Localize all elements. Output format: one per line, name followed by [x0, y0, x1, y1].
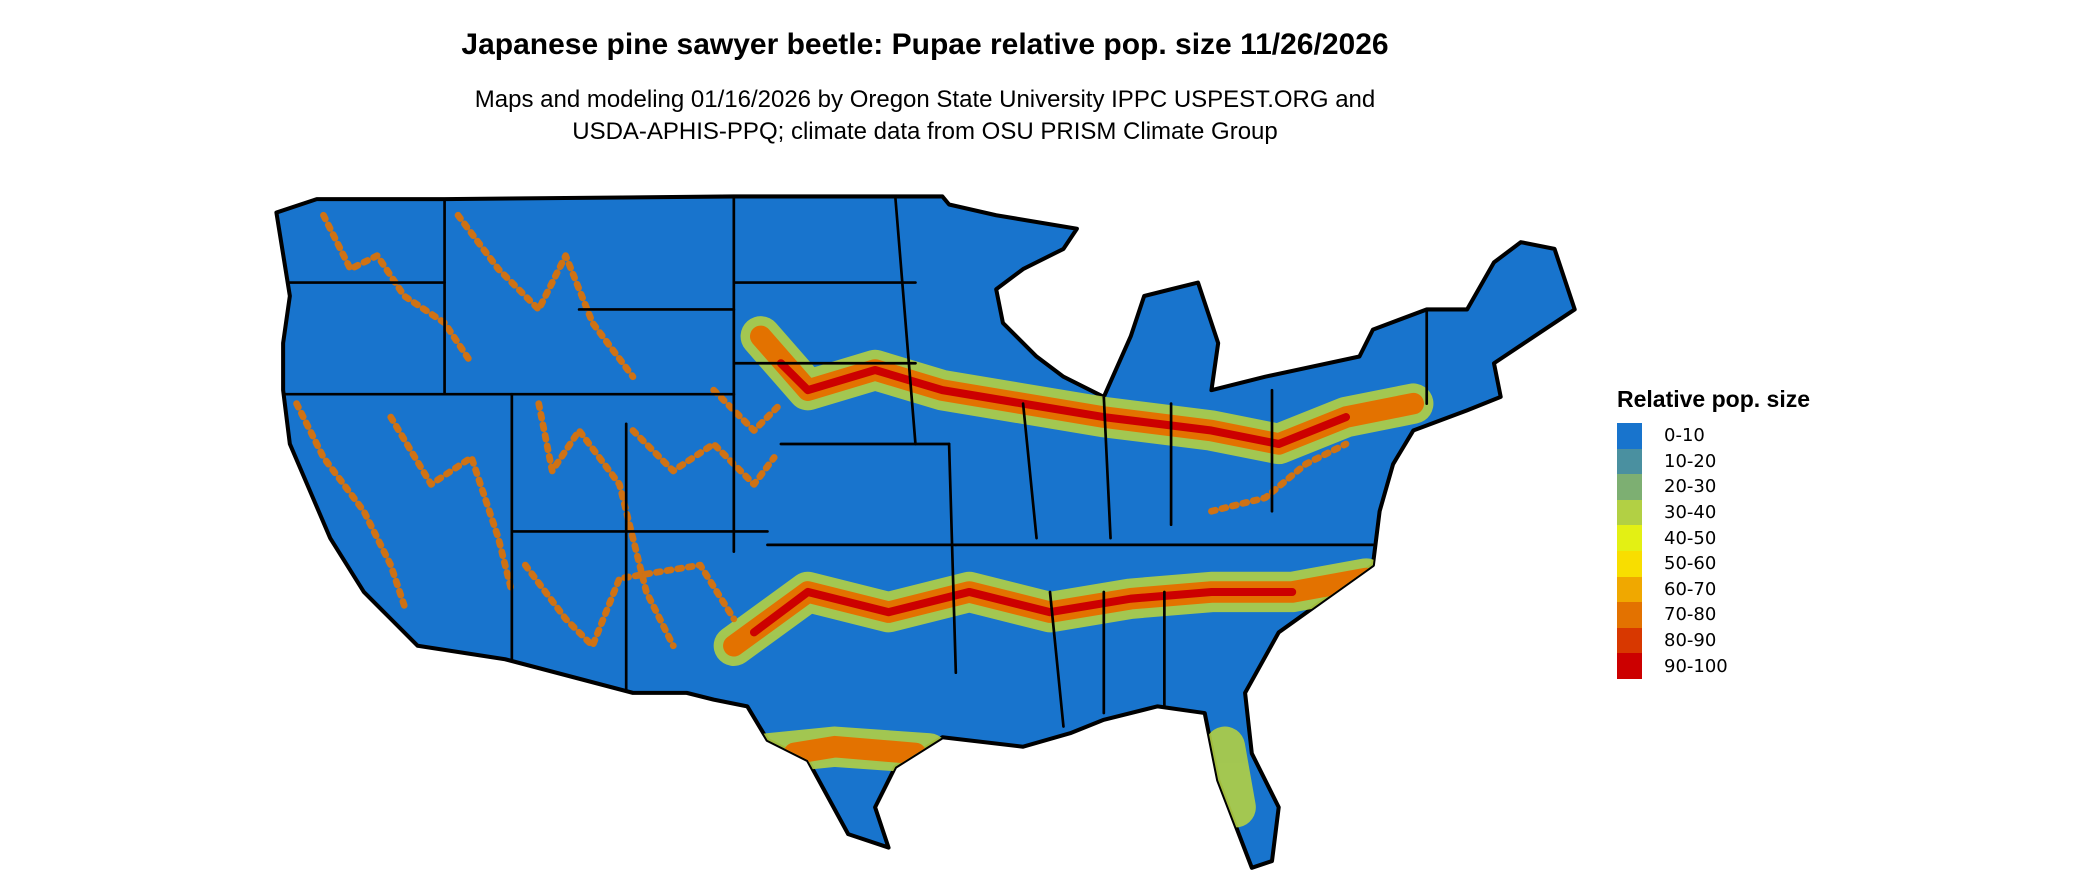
state-borders — [281, 196, 1429, 728]
legend-label: 70-80 — [1664, 604, 1717, 626]
legend-swatch — [1617, 602, 1642, 628]
legend-item: 60-70 — [1617, 576, 1810, 603]
legend-item: 30-40 — [1617, 499, 1810, 526]
legend-swatch — [1617, 499, 1642, 526]
legend-title: Relative pop. size — [1617, 386, 1811, 412]
legend-swatch — [1617, 576, 1642, 603]
legend-item: 10-20 — [1617, 448, 1810, 475]
legend-item: 80-90 — [1617, 627, 1810, 654]
legend-label: 30-40 — [1664, 502, 1717, 524]
legend-label: 0-10 — [1664, 425, 1705, 447]
legend-item: 20-30 — [1617, 474, 1810, 500]
legend-swatch — [1617, 550, 1642, 577]
legend: Relative pop. size 0-10 10-20 20-30 30-40 40… — [1617, 386, 1810, 679]
legend-item: 0-10 — [1617, 423, 1810, 449]
legend-item: 40-50 — [1617, 525, 1810, 551]
map-subtitle-line2: USDA-APHIS-PPQ; climate data from OSU PR… — [572, 118, 1278, 145]
legend-label: 20-30 — [1664, 476, 1717, 498]
legend-item: 90-100 — [1617, 653, 1810, 679]
legend-label: 90-100 — [1664, 655, 1728, 677]
legend-label: 50-60 — [1664, 553, 1717, 575]
legend-swatch — [1617, 653, 1642, 679]
conus-outline — [274, 194, 1577, 870]
map-subtitle-line1: Maps and modeling 01/16/2026 by Oregon S… — [474, 86, 1376, 113]
legend-swatch — [1617, 474, 1642, 500]
map-title: Japanese pine sawyer beetle: Pupae relat… — [461, 28, 1389, 61]
legend-swatch — [1617, 525, 1642, 551]
legend-label: 60-70 — [1664, 578, 1717, 600]
legend-swatch — [1617, 423, 1642, 449]
western-mountain-speckle — [293, 211, 1350, 650]
legend-item: 70-80 — [1617, 602, 1810, 628]
legend-label: 40-50 — [1664, 527, 1717, 549]
legend-item: 50-60 — [1617, 550, 1810, 577]
legend-swatch — [1617, 627, 1642, 654]
legend-swatch — [1617, 448, 1642, 475]
legend-label: 10-20 — [1664, 450, 1717, 472]
legend-label: 80-90 — [1664, 630, 1717, 652]
